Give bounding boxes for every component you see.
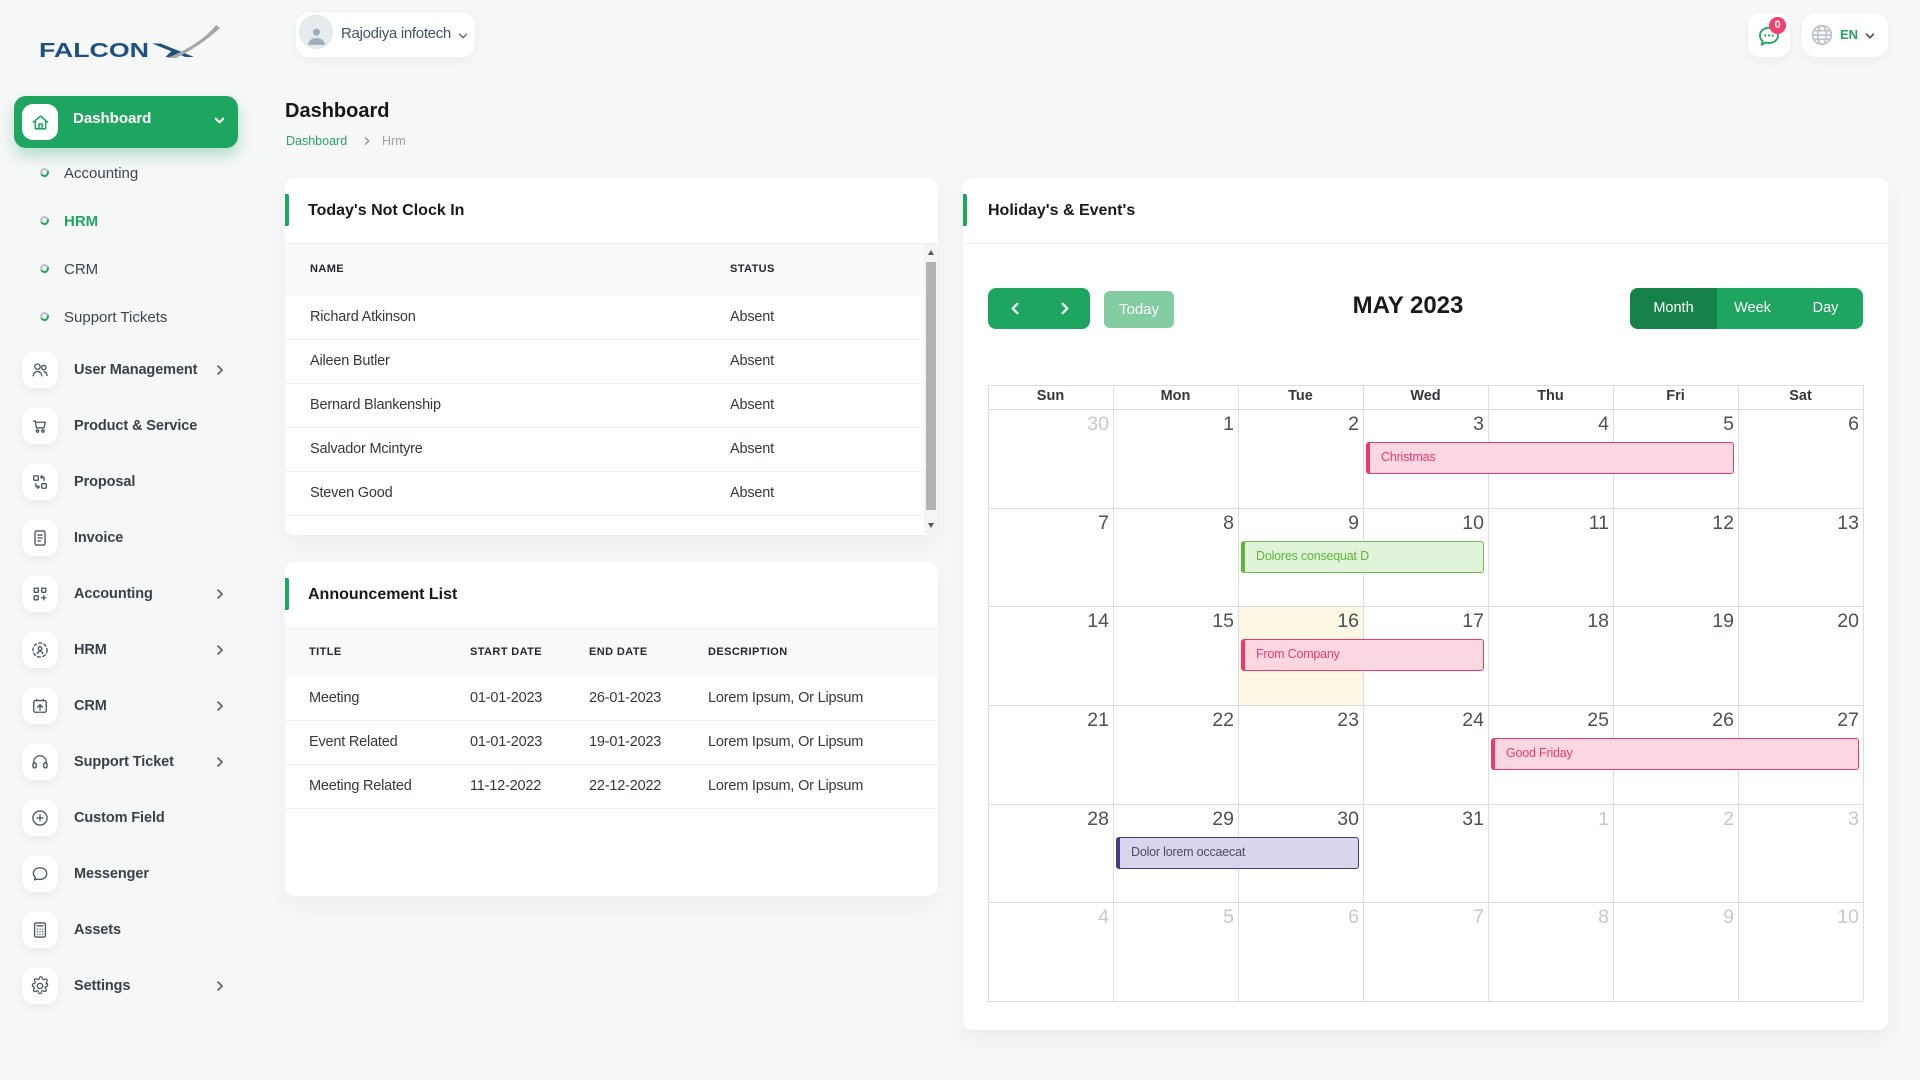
svg-text:FALCON: FALCON [39,40,149,62]
